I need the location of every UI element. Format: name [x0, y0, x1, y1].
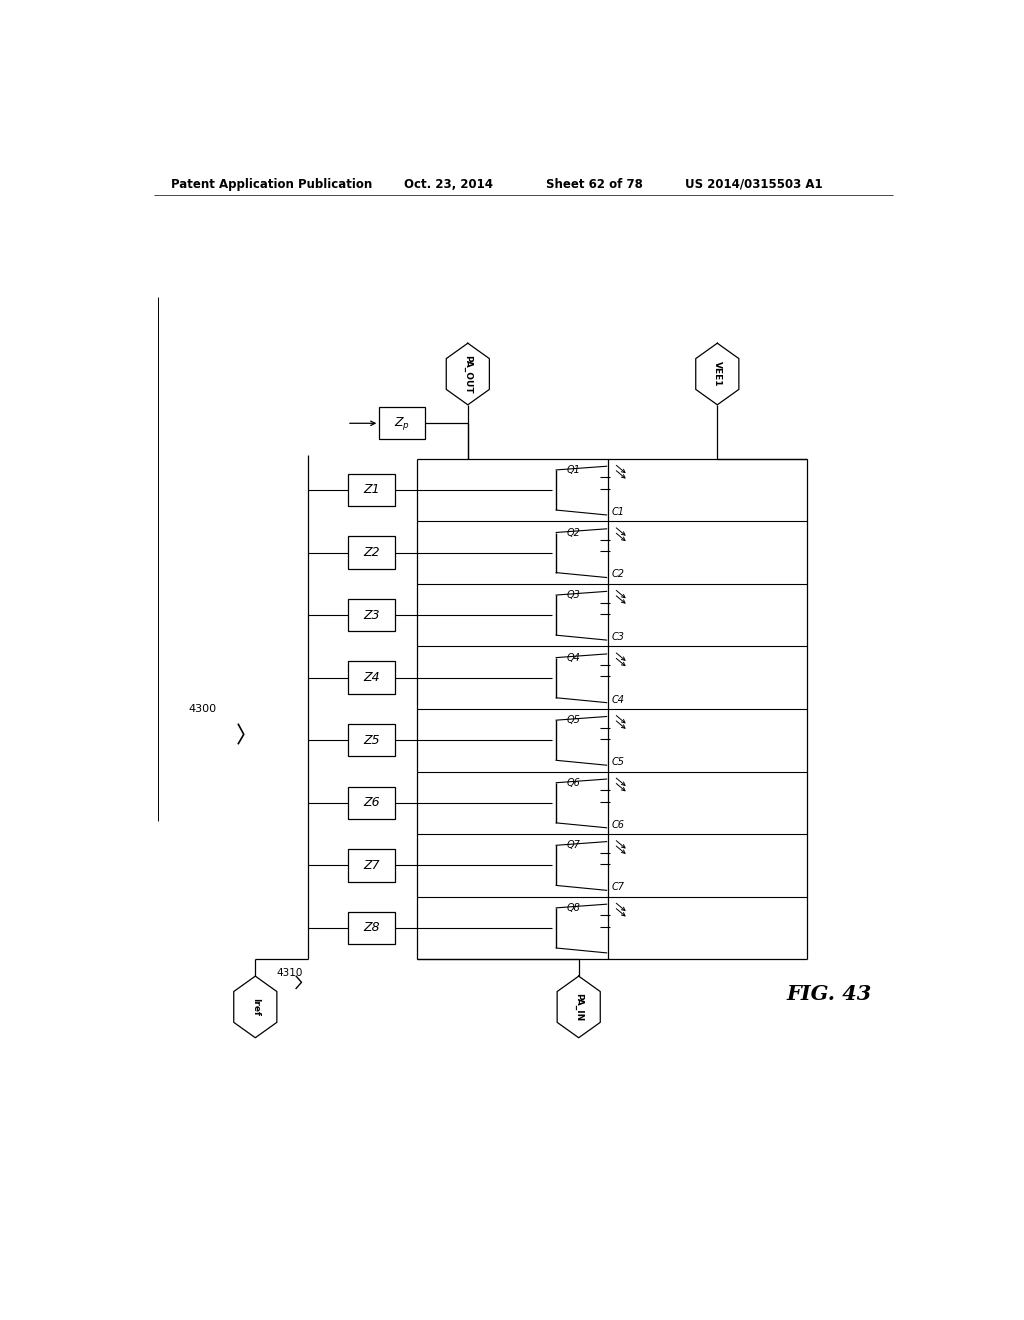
Bar — [348, 725, 395, 756]
Bar — [348, 787, 395, 818]
Text: Iref: Iref — [251, 998, 260, 1016]
Text: C7: C7 — [611, 882, 625, 892]
Bar — [379, 407, 425, 440]
Text: US 2014/0315503 A1: US 2014/0315503 A1 — [685, 178, 822, 190]
Text: Z7: Z7 — [364, 859, 380, 871]
Text: Z8: Z8 — [364, 921, 380, 935]
Text: Q7: Q7 — [567, 841, 581, 850]
Text: Z1: Z1 — [364, 483, 380, 496]
Text: Oct. 23, 2014: Oct. 23, 2014 — [403, 178, 493, 190]
Text: Q6: Q6 — [567, 777, 581, 788]
Text: Z5: Z5 — [364, 734, 380, 747]
Text: 4300: 4300 — [188, 704, 217, 714]
Bar — [348, 849, 395, 882]
Text: Q4: Q4 — [567, 652, 581, 663]
Text: Q1: Q1 — [567, 465, 581, 475]
Bar — [348, 599, 395, 631]
Text: Z3: Z3 — [364, 609, 380, 622]
Text: Q8: Q8 — [567, 903, 581, 913]
Text: Q3: Q3 — [567, 590, 581, 601]
Text: $Z_p$: $Z_p$ — [394, 414, 411, 432]
Text: PA_IN: PA_IN — [574, 993, 584, 1022]
Text: Patent Application Publication: Patent Application Publication — [171, 178, 372, 190]
Text: PA_OUT: PA_OUT — [463, 355, 472, 393]
Text: Sheet 62 of 78: Sheet 62 of 78 — [547, 178, 643, 190]
Text: C1: C1 — [611, 507, 625, 517]
Text: Z4: Z4 — [364, 671, 380, 684]
Bar — [348, 661, 395, 694]
Text: C5: C5 — [611, 758, 625, 767]
Text: C4: C4 — [611, 694, 625, 705]
Text: C6: C6 — [611, 820, 625, 830]
Text: Z2: Z2 — [364, 546, 380, 560]
Text: 4310: 4310 — [276, 968, 303, 978]
Text: FIG. 43: FIG. 43 — [786, 983, 871, 1003]
Text: Q2: Q2 — [567, 528, 581, 537]
Bar — [348, 912, 395, 944]
Text: Z6: Z6 — [364, 796, 380, 809]
Text: Q5: Q5 — [567, 715, 581, 725]
Text: VEE1: VEE1 — [713, 362, 722, 387]
Text: C3: C3 — [611, 632, 625, 642]
Text: C2: C2 — [611, 569, 625, 579]
Bar — [348, 536, 395, 569]
Bar — [348, 474, 395, 506]
